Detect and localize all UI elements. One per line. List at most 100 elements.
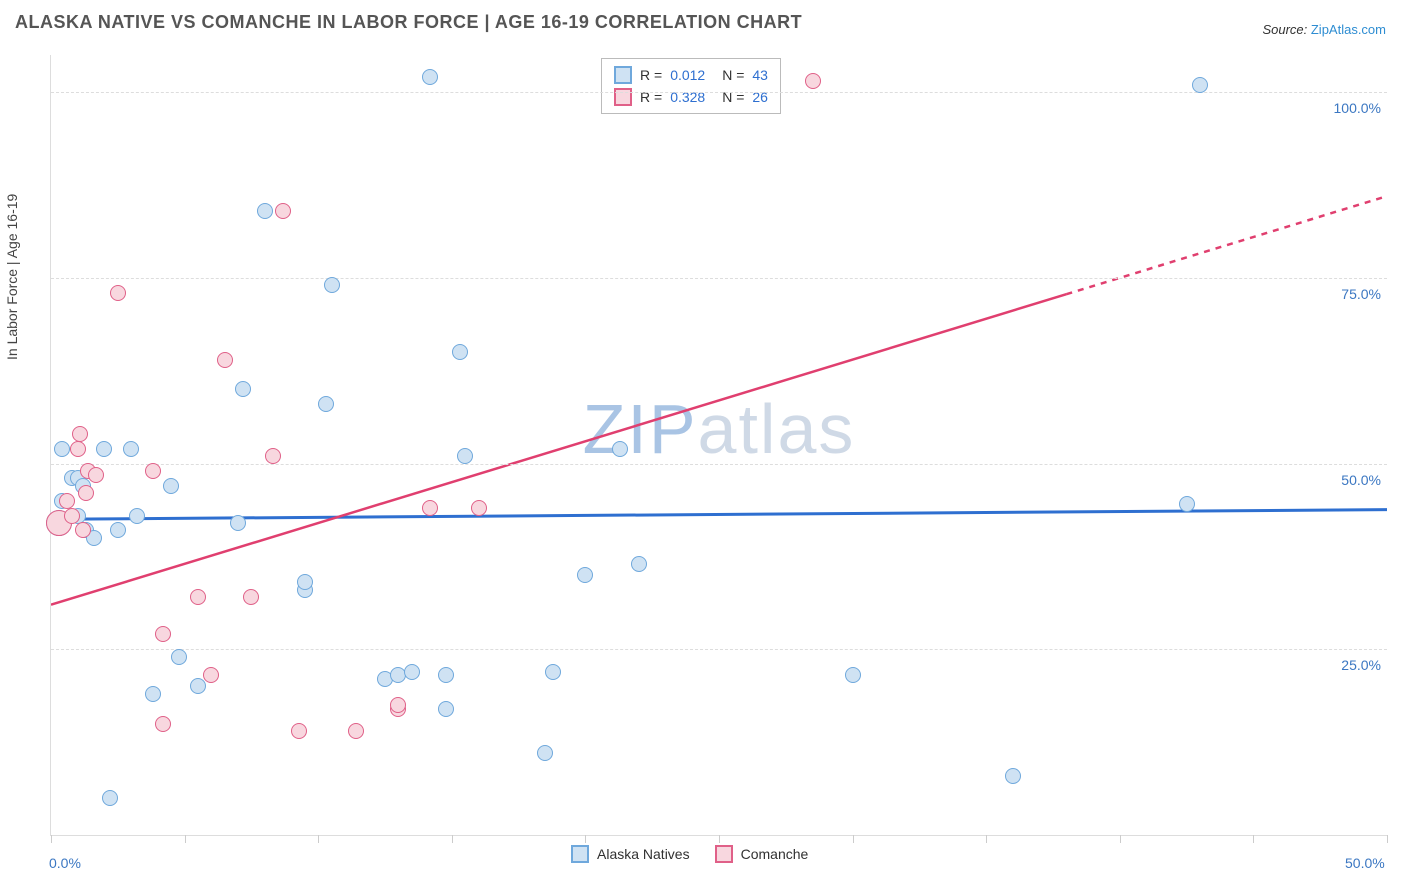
data-point xyxy=(110,522,126,538)
x-tick-mark xyxy=(185,835,186,843)
watermark-zip: ZIP xyxy=(583,390,698,468)
data-point xyxy=(805,73,821,89)
x-tick-mark xyxy=(1387,835,1388,843)
r-prefix: R = xyxy=(640,86,662,108)
plot-area: ZIPatlas R = 0.012 N = 43 R = 0.328 N = … xyxy=(50,55,1387,836)
data-point xyxy=(54,441,70,457)
data-point xyxy=(171,649,187,665)
data-point xyxy=(422,500,438,516)
r-prefix: R = xyxy=(640,64,662,86)
y-tick-label: 100.0% xyxy=(1334,100,1381,116)
data-point xyxy=(577,567,593,583)
data-point xyxy=(217,352,233,368)
legend-item-alaska: Alaska Natives xyxy=(571,845,690,863)
data-point xyxy=(422,69,438,85)
data-point xyxy=(110,285,126,301)
source-label: Source: xyxy=(1262,22,1310,37)
swatch-alaska xyxy=(571,845,589,863)
data-point xyxy=(612,441,628,457)
data-point xyxy=(1179,496,1195,512)
y-tick-label: 50.0% xyxy=(1341,472,1381,488)
data-point xyxy=(163,478,179,494)
x-tick-mark xyxy=(51,835,52,843)
n-value-alaska: 43 xyxy=(752,64,768,86)
data-point xyxy=(64,508,80,524)
data-point xyxy=(291,723,307,739)
data-point xyxy=(545,664,561,680)
data-point xyxy=(145,463,161,479)
data-point xyxy=(457,448,473,464)
data-point xyxy=(324,277,340,293)
data-point xyxy=(96,441,112,457)
chart-container: ALASKA NATIVE VS COMANCHE IN LABOR FORCE… xyxy=(0,0,1406,892)
x-tick-mark xyxy=(318,835,319,843)
data-point xyxy=(129,508,145,524)
swatch-comanche xyxy=(614,88,632,106)
data-point xyxy=(537,745,553,761)
data-point xyxy=(1192,77,1208,93)
data-point xyxy=(257,203,273,219)
x-tick-mark xyxy=(1120,835,1121,843)
data-point xyxy=(471,500,487,516)
chart-title: ALASKA NATIVE VS COMANCHE IN LABOR FORCE… xyxy=(15,12,802,33)
y-axis-label: In Labor Force | Age 16-19 xyxy=(4,194,20,360)
gridline xyxy=(51,278,1387,279)
gridline xyxy=(51,92,1387,93)
data-point xyxy=(155,626,171,642)
data-point xyxy=(297,574,313,590)
x-tick-mark xyxy=(1253,835,1254,843)
data-point xyxy=(123,441,139,457)
gridline xyxy=(51,649,1387,650)
r-value-comanche: 0.328 xyxy=(670,86,714,108)
n-prefix: N = xyxy=(722,64,744,86)
data-point xyxy=(88,467,104,483)
data-point xyxy=(243,589,259,605)
source-attribution: Source: ZipAtlas.com xyxy=(1262,22,1386,37)
n-prefix: N = xyxy=(722,86,744,108)
r-value-alaska: 0.012 xyxy=(670,64,714,86)
x-tick-mark xyxy=(585,835,586,843)
data-point xyxy=(155,716,171,732)
series-legend: Alaska Natives Comanche xyxy=(571,845,808,863)
legend-item-comanche: Comanche xyxy=(715,845,809,863)
data-point xyxy=(265,448,281,464)
gridline xyxy=(51,464,1387,465)
legend-row-alaska: R = 0.012 N = 43 xyxy=(614,64,768,86)
data-point xyxy=(190,589,206,605)
correlation-legend: R = 0.012 N = 43 R = 0.328 N = 26 xyxy=(601,58,781,114)
x-tick-mark xyxy=(853,835,854,843)
n-value-comanche: 26 xyxy=(752,86,768,108)
data-point xyxy=(275,203,291,219)
data-point xyxy=(452,344,468,360)
data-point xyxy=(438,701,454,717)
swatch-alaska xyxy=(614,66,632,84)
series-name-comanche: Comanche xyxy=(741,846,809,862)
regression-lines xyxy=(51,55,1387,835)
data-point xyxy=(230,515,246,531)
data-point xyxy=(190,678,206,694)
data-point xyxy=(1005,768,1021,784)
x-tick-label: 50.0% xyxy=(1345,855,1385,871)
y-tick-label: 75.0% xyxy=(1341,286,1381,302)
data-point xyxy=(203,667,219,683)
data-point xyxy=(438,667,454,683)
data-point xyxy=(102,790,118,806)
data-point xyxy=(390,697,406,713)
swatch-comanche xyxy=(715,845,733,863)
legend-row-comanche: R = 0.328 N = 26 xyxy=(614,86,768,108)
x-tick-mark xyxy=(719,835,720,843)
data-point xyxy=(72,426,88,442)
data-point xyxy=(59,493,75,509)
x-tick-label: 0.0% xyxy=(49,855,81,871)
series-name-alaska: Alaska Natives xyxy=(597,846,690,862)
x-tick-mark xyxy=(986,835,987,843)
data-point xyxy=(845,667,861,683)
data-point xyxy=(318,396,334,412)
x-tick-mark xyxy=(452,835,453,843)
data-point xyxy=(235,381,251,397)
data-point xyxy=(631,556,647,572)
y-tick-label: 25.0% xyxy=(1341,657,1381,673)
watermark: ZIPatlas xyxy=(583,389,856,469)
data-point xyxy=(75,522,91,538)
data-point xyxy=(70,441,86,457)
